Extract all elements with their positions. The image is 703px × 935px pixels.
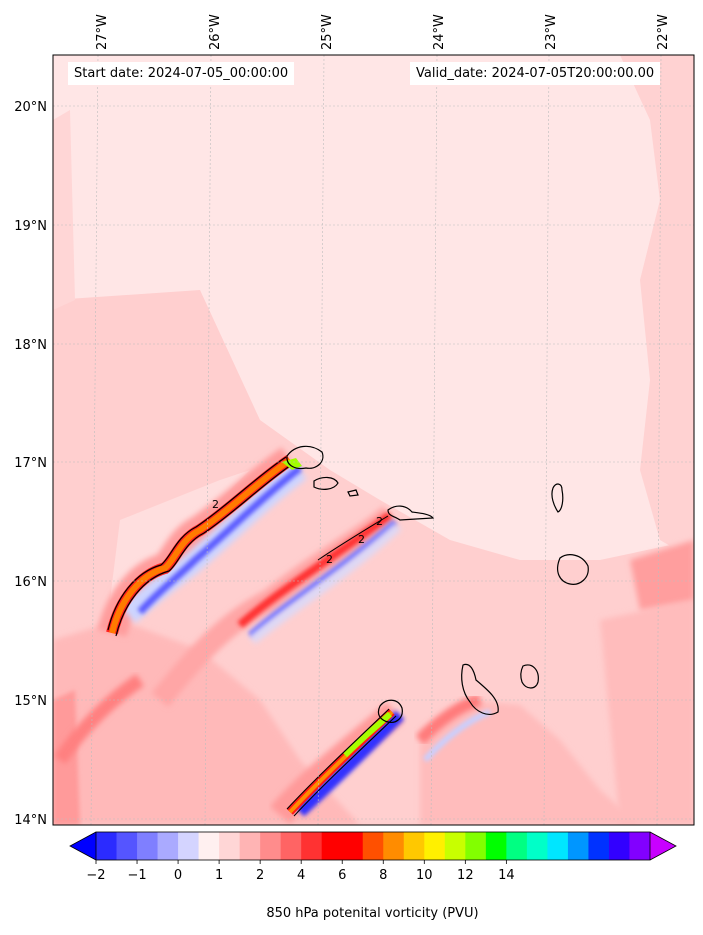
colorbar-tick-label: −2	[86, 868, 105, 883]
lat-axis: 20°N 19°N 18°N 17°N 16°N 15°N 14°N	[14, 100, 47, 828]
lon-axis: 27°W 26°W 25°W 24°W 23°W 22°W	[95, 14, 671, 50]
island-maio	[520, 664, 539, 689]
lat-tick-label: 17°N	[14, 456, 47, 471]
lon-tick-label: 22°W	[656, 14, 671, 50]
colorbar-swatch	[383, 832, 405, 860]
colorbar-swatch	[567, 832, 590, 860]
lon-tick-label: 25°W	[320, 14, 335, 50]
lat-tick-label: 19°N	[14, 219, 47, 234]
map-frame	[52, 54, 695, 826]
colorbar-swatch	[444, 832, 466, 860]
island-sao-vicente	[313, 476, 339, 490]
colorbar-swatch	[321, 832, 343, 860]
colorbar-tick-label: 6	[338, 868, 346, 883]
colorbar-swatch	[588, 832, 610, 860]
colorbar-swatch	[629, 832, 651, 860]
lon-tick-label: 27°W	[95, 14, 110, 50]
colorbar-swatch	[526, 832, 549, 860]
colorbar-tick-label: −1	[127, 868, 146, 883]
colorbar-tick-label: 4	[297, 868, 305, 883]
colorbar-tick-label: 1	[215, 868, 223, 883]
coastlines	[286, 445, 589, 723]
colorbar-swatch	[178, 832, 200, 860]
colorbar-tick-label: 2	[256, 868, 264, 883]
colorbar-swatch	[239, 832, 261, 860]
colorbar-swatch	[362, 832, 384, 860]
lat-tick-label: 20°N	[14, 100, 47, 115]
colorbar-swatch	[485, 832, 507, 860]
colorbar-tick-label: 12	[457, 868, 474, 883]
contour-label: 2	[212, 498, 219, 511]
colorbar-swatch	[219, 832, 241, 860]
colorbar-swatch	[301, 832, 323, 860]
colorbar-tick-label: 0	[174, 868, 182, 883]
colorbar-extend-high	[650, 832, 676, 860]
colorbar-tick-label: 14	[498, 868, 515, 883]
island-santiago	[461, 663, 499, 715]
start-date: Start date: 2024-07-05_00:00:00	[68, 62, 295, 85]
contour-label: 2	[376, 515, 383, 528]
lat-tick-label: 15°N	[14, 694, 47, 709]
colorbar-swatch	[260, 832, 282, 860]
colorbar-swatch	[280, 832, 302, 860]
lat-tick-label: 16°N	[14, 575, 47, 590]
contour-label: 2	[358, 533, 365, 546]
colorbar-swatch	[424, 832, 446, 860]
island-santo-antao	[286, 445, 324, 470]
colorbar-swatch	[137, 832, 159, 860]
colorbar-tick-label: 10	[416, 868, 433, 883]
island-boa-vista	[557, 554, 589, 585]
colorbar-swatch	[157, 832, 179, 860]
lat-tick-label: 18°N	[14, 338, 47, 353]
colorbar-label: 850 hPa potenital vorticity (PVU)	[266, 906, 479, 921]
lon-tick-label: 24°W	[432, 14, 447, 50]
island-sal	[551, 483, 564, 513]
colorbar-swatch	[547, 832, 569, 860]
island-sao-nicolau	[387, 505, 435, 521]
colorbar-swatch	[465, 832, 487, 860]
pv-field: 2 2 2 2	[53, 55, 694, 825]
colorbar-swatch	[342, 832, 364, 860]
colorbar-swatch	[608, 832, 631, 860]
lon-tick-label: 26°W	[208, 14, 223, 50]
island-santa-luzia	[347, 489, 359, 497]
valid-date: Valid_date: 2024-07-05T20:00:00.00	[410, 62, 661, 85]
colorbar-tick-label: 8	[379, 868, 387, 883]
colorbar-extend-low	[70, 832, 96, 860]
colorbar-swatch	[116, 832, 138, 860]
colorbar-swatch	[198, 832, 220, 860]
colorbar-swatch	[403, 832, 425, 860]
lat-tick-label: 14°N	[14, 813, 47, 828]
colorbar-swatch	[506, 832, 528, 860]
colorbar-swatch	[96, 832, 118, 860]
island-fogo	[377, 699, 403, 723]
lon-tick-label: 23°W	[544, 14, 559, 50]
contour-label: 2	[326, 553, 333, 566]
colorbar: −2 −1 0 1 2 4 6 8 10 12 14	[69, 831, 677, 883]
